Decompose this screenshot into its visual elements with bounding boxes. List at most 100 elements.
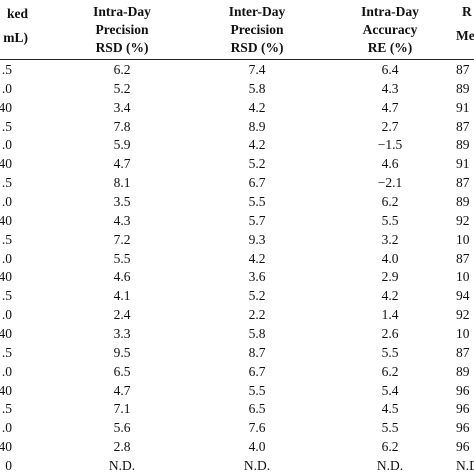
cell: 6.7 <box>248 363 266 379</box>
cell: 40 <box>0 99 12 115</box>
column-header: Me <box>456 28 474 43</box>
cell: 3.6 <box>248 269 266 285</box>
cell: 7.4 <box>248 62 266 77</box>
cell: 9.5 <box>113 344 131 360</box>
cell: 5.5 <box>248 194 266 210</box>
column-header: Inter-Day <box>228 4 286 19</box>
cell: 9.3 <box>248 231 266 247</box>
cell: 4.6 <box>381 156 399 172</box>
cell: N.D. <box>456 458 474 474</box>
cell: 0 <box>5 458 12 474</box>
cell: 4.0 <box>248 439 266 455</box>
cell: 40 <box>0 156 12 172</box>
cell: 5.5 <box>381 212 399 228</box>
cell: 4.1 <box>113 288 131 304</box>
cell: 8.7 <box>248 344 266 360</box>
cell: 92 <box>456 307 470 323</box>
cell: N.D. <box>243 458 271 474</box>
cell: 7.1 <box>113 401 131 417</box>
cell: 6.2 <box>113 62 131 77</box>
cell: 5.6 <box>113 420 131 436</box>
cell: 87 <box>456 250 470 266</box>
cell: 94 <box>456 288 470 304</box>
cell: 4.6 <box>113 269 131 285</box>
cell: 1.4 <box>381 307 399 323</box>
cell: 6.2 <box>381 363 399 379</box>
column-header: RE (%) <box>367 40 413 55</box>
cell: .5 <box>1 231 12 247</box>
cell: 4.3 <box>113 212 131 228</box>
cell: .0 <box>1 363 12 379</box>
cell: 5.8 <box>248 80 266 96</box>
cell: 6.4 <box>381 62 399 77</box>
cell: .0 <box>1 137 12 153</box>
cell: 5.7 <box>248 212 266 228</box>
column-header: Precision <box>95 22 149 37</box>
cell: 40 <box>0 439 12 455</box>
cell: 8.1 <box>113 175 131 191</box>
column-header: mL) <box>3 30 28 45</box>
cell: 6.5 <box>113 363 131 379</box>
cell: 4.7 <box>381 99 399 115</box>
cell: 3.3 <box>113 326 131 342</box>
cell: 2.6 <box>381 326 399 342</box>
cell: 91 <box>456 156 470 172</box>
cell: 10 <box>456 231 470 247</box>
cell: 5.5 <box>381 420 399 436</box>
cell: 8.9 <box>248 118 266 134</box>
cell: 89 <box>456 80 470 96</box>
cell: 92 <box>456 212 470 228</box>
cell: −2.1 <box>377 175 403 191</box>
cell: 5.5 <box>113 250 131 266</box>
cell: .0 <box>1 250 12 266</box>
cell: .0 <box>1 420 12 436</box>
cell: 4.2 <box>381 288 399 304</box>
cell: 6.2 <box>381 194 399 210</box>
cell: 3.5 <box>113 194 131 210</box>
cell: 5.8 <box>248 326 266 342</box>
cell: 10 <box>456 269 470 285</box>
cell: 4.2 <box>248 99 266 115</box>
cell: 3.4 <box>113 99 131 115</box>
cell: 5.5 <box>381 344 399 360</box>
cell: 40 <box>0 212 12 228</box>
column-header: RSD (%) <box>95 40 149 55</box>
cell: 4.2 <box>248 137 266 153</box>
cell: .0 <box>1 194 12 210</box>
cell: 6.2 <box>381 439 399 455</box>
cell: 2.7 <box>381 118 399 134</box>
cell: 5.2 <box>113 80 131 96</box>
cell: N.D. <box>376 458 404 474</box>
cell: .5 <box>1 288 12 304</box>
cell: 40 <box>0 382 12 398</box>
cell: 2.4 <box>113 307 131 323</box>
cell: 7.6 <box>248 420 266 436</box>
cell: 89 <box>456 194 470 210</box>
cell: 7.8 <box>113 118 131 134</box>
cell: 87 <box>456 62 470 77</box>
cell: 96 <box>456 420 470 436</box>
cell: 87 <box>456 344 470 360</box>
cell: 5.2 <box>248 156 266 172</box>
cell: 96 <box>456 401 470 417</box>
cell: 89 <box>456 137 470 153</box>
cell: 87 <box>456 175 470 191</box>
column-header: Intra-Day <box>93 4 151 19</box>
cell: 5.9 <box>113 137 131 153</box>
cell: 4.0 <box>381 250 399 266</box>
cell: 40 <box>0 326 12 342</box>
cell: 91 <box>456 99 470 115</box>
column-header: Accuracy <box>362 22 418 37</box>
column-header: Intra-Day <box>361 4 419 19</box>
cell: 87 <box>456 118 470 134</box>
cell: 96 <box>456 439 470 455</box>
cell: 6.7 <box>248 175 266 191</box>
cell: 5.5 <box>248 382 266 398</box>
cell: 5.2 <box>248 288 266 304</box>
column-header: ked <box>6 6 28 21</box>
cell: .0 <box>1 307 12 323</box>
cell: .5 <box>1 401 12 417</box>
cell: 2.9 <box>381 269 399 285</box>
cell: 2.2 <box>248 307 266 323</box>
cell: 6.5 <box>248 401 266 417</box>
